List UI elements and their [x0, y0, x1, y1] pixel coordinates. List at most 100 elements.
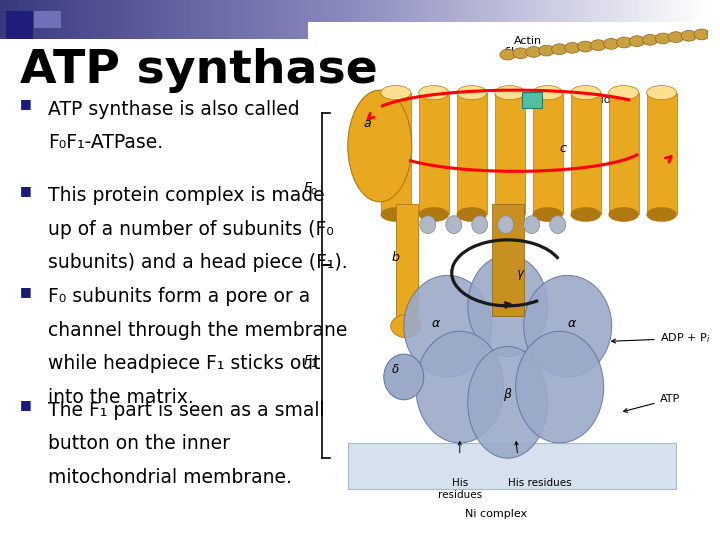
- Bar: [703, 0, 706, 39]
- Bar: [373, 0, 376, 39]
- Bar: [522, 92, 541, 109]
- Ellipse shape: [468, 347, 548, 458]
- Bar: [418, 0, 420, 39]
- Bar: [111, 0, 114, 39]
- Bar: [42, 0, 45, 39]
- Bar: [127, 0, 130, 39]
- Bar: [66, 0, 69, 39]
- Ellipse shape: [603, 38, 619, 49]
- Bar: [354, 0, 357, 39]
- Bar: [238, 0, 241, 39]
- Bar: [627, 0, 631, 39]
- Bar: [35, 0, 38, 39]
- Text: ■: ■: [20, 398, 32, 411]
- Bar: [194, 0, 197, 39]
- Bar: [61, 0, 64, 39]
- Bar: [366, 0, 369, 39]
- Bar: [377, 0, 380, 39]
- Bar: [151, 0, 154, 39]
- Bar: [557, 0, 559, 39]
- Bar: [495, 0, 498, 39]
- Text: channel through the membrane: channel through the membrane: [48, 321, 348, 340]
- Bar: [311, 0, 315, 39]
- Bar: [292, 0, 295, 39]
- Bar: [571, 0, 574, 39]
- Text: b: b: [392, 251, 400, 264]
- Bar: [420, 0, 423, 39]
- Bar: [415, 0, 418, 39]
- Bar: [340, 0, 343, 39]
- Ellipse shape: [571, 85, 600, 100]
- Bar: [595, 0, 598, 39]
- Ellipse shape: [523, 216, 540, 233]
- Ellipse shape: [681, 30, 696, 41]
- Bar: [469, 0, 472, 39]
- Bar: [349, 0, 352, 39]
- Text: F₀F₁-ATPase.: F₀F₁-ATPase.: [48, 133, 163, 152]
- Text: This protein complex is made: This protein complex is made: [48, 186, 325, 205]
- Ellipse shape: [533, 85, 563, 100]
- Bar: [73, 0, 76, 39]
- Ellipse shape: [647, 207, 677, 221]
- Bar: [21, 0, 24, 39]
- Bar: [660, 0, 664, 39]
- Ellipse shape: [419, 207, 449, 221]
- Bar: [479, 0, 482, 39]
- Bar: [45, 0, 48, 39]
- Bar: [351, 0, 354, 39]
- Bar: [368, 0, 371, 39]
- Bar: [297, 0, 300, 39]
- Bar: [528, 0, 531, 39]
- Bar: [647, 93, 677, 214]
- Bar: [642, 0, 644, 39]
- Ellipse shape: [533, 207, 563, 221]
- Bar: [158, 0, 161, 39]
- Bar: [616, 0, 618, 39]
- Bar: [533, 0, 536, 39]
- Bar: [493, 0, 496, 39]
- Bar: [689, 0, 692, 39]
- Bar: [174, 0, 178, 39]
- Bar: [40, 0, 43, 39]
- Bar: [215, 0, 217, 39]
- Ellipse shape: [655, 33, 671, 44]
- Bar: [394, 0, 397, 39]
- Bar: [348, 443, 675, 489]
- Bar: [83, 0, 86, 39]
- Bar: [168, 0, 171, 39]
- Text: c: c: [559, 142, 567, 155]
- Bar: [588, 0, 590, 39]
- Bar: [285, 0, 289, 39]
- Bar: [540, 0, 543, 39]
- Ellipse shape: [513, 48, 528, 59]
- Bar: [290, 0, 293, 39]
- Bar: [146, 0, 149, 39]
- Bar: [441, 0, 444, 39]
- Bar: [5, 0, 8, 39]
- Bar: [521, 0, 524, 39]
- Text: a: a: [364, 117, 372, 130]
- Bar: [405, 0, 409, 39]
- Bar: [14, 0, 17, 39]
- Bar: [523, 0, 527, 39]
- Ellipse shape: [498, 216, 514, 233]
- Bar: [104, 0, 107, 39]
- Bar: [630, 0, 633, 39]
- Bar: [135, 0, 138, 39]
- Bar: [512, 0, 515, 39]
- Bar: [647, 0, 649, 39]
- Bar: [161, 0, 163, 39]
- Bar: [271, 0, 274, 39]
- Bar: [305, 0, 307, 39]
- Bar: [288, 0, 291, 39]
- Bar: [200, 0, 204, 39]
- Bar: [611, 0, 614, 39]
- Bar: [250, 0, 253, 39]
- Bar: [498, 0, 501, 39]
- Bar: [248, 0, 251, 39]
- Bar: [137, 0, 140, 39]
- Bar: [87, 0, 90, 39]
- Bar: [701, 0, 703, 39]
- Bar: [519, 0, 522, 39]
- Bar: [503, 0, 505, 39]
